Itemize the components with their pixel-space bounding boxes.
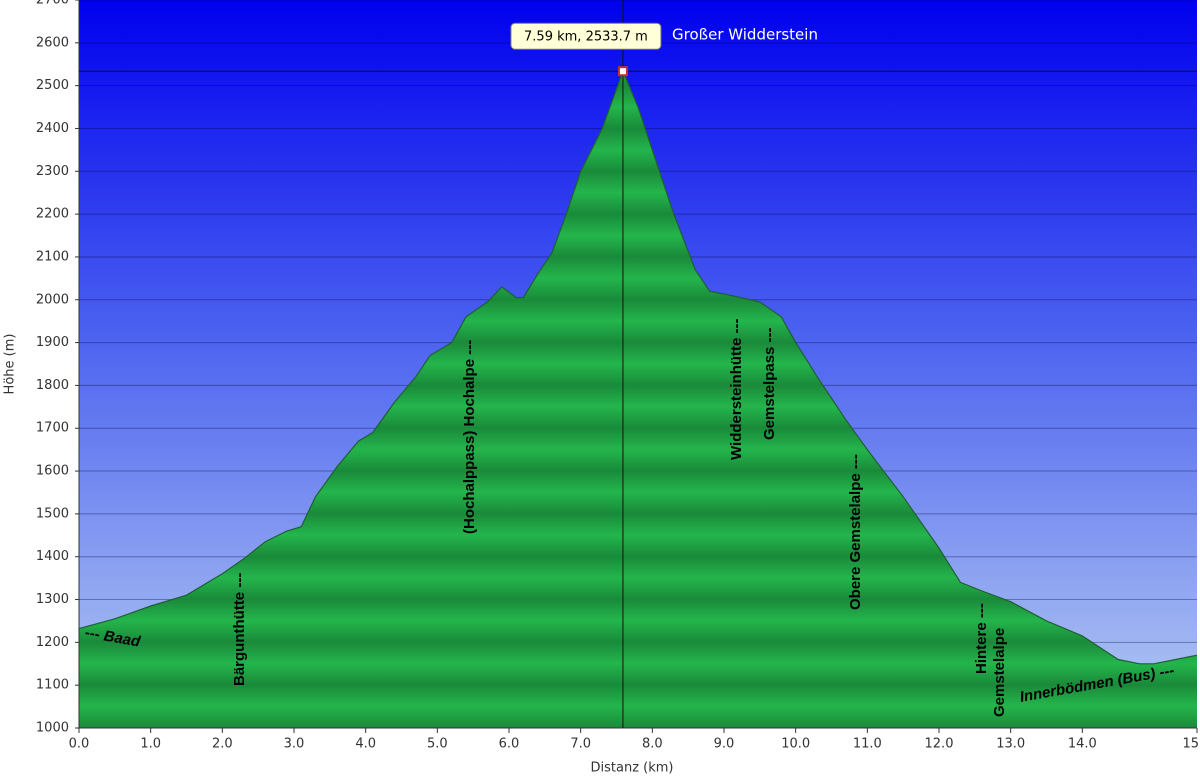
profile-line (78, 69, 1198, 665)
x-tick-label: 12.0 (925, 737, 954, 752)
x-tick-label: 3.0 (284, 737, 305, 752)
x-tick-label: 9.0 (714, 737, 735, 752)
y-tick-label: 2300 (36, 164, 69, 179)
x-tick-label: 15.6 (1183, 737, 1200, 752)
annotation: Gemstelalpe (991, 628, 1008, 717)
y-tick-label: 2100 (36, 249, 69, 264)
tooltip-box (510, 22, 662, 50)
y-tick-label: 1900 (36, 335, 69, 350)
y-tick-label: 1100 (36, 678, 69, 693)
annotation: Widdersteinhütte --- (728, 318, 745, 460)
x-tick-label: 10.0 (781, 737, 810, 752)
tooltip: 7.59 km, 2533.7 m (524, 30, 648, 45)
y-tick-label: 1500 (36, 506, 69, 521)
y-tick-label: 2500 (36, 78, 69, 93)
x-tick-label: 1.0 (140, 737, 161, 752)
x-tick-label: 14.0 (1068, 737, 1097, 752)
y-tick-label: 2700 (36, 0, 69, 8)
annotation: Hintere --- (973, 603, 990, 674)
y-axis-label: Höhe (m) (3, 334, 18, 395)
y-tick-label: 2000 (36, 292, 69, 307)
annotation: Bärgunthütte --- (231, 573, 248, 686)
x-tick-label: 0.0 (69, 737, 90, 752)
x-tick-label: 8.0 (642, 737, 663, 752)
x-tick-label: 13.0 (996, 737, 1025, 752)
annotation: Gemstelpass --- (761, 327, 778, 440)
y-tick-label: 1800 (36, 378, 69, 393)
y-tick-label: 2600 (36, 35, 69, 50)
y-tick-label: 2200 (36, 207, 69, 222)
y-tick-label: 2400 (36, 121, 69, 136)
x-tick-label: 6.0 (499, 737, 520, 752)
x-axis-label: Distanz (km) (591, 761, 674, 776)
annotation: (Hochalppass) Hochalpe --- (461, 340, 478, 534)
y-tick-label: 1300 (36, 592, 69, 607)
x-tick-label: 2.0 (212, 737, 233, 752)
x-tick-label: 7.0 (570, 737, 591, 752)
x-tick-label: 4.0 (355, 737, 376, 752)
annotation: Großer Widderstein (672, 26, 818, 44)
area (79, 71, 1197, 728)
cursor-marker (617, 66, 628, 77)
y-tick-label: 1700 (36, 421, 69, 436)
y-tick-label: 1600 (36, 464, 69, 479)
y-tick-label: 1400 (36, 549, 69, 564)
annotation: Obere Gemstelalpe --- (847, 454, 864, 610)
x-tick-label: 5.0 (427, 737, 448, 752)
y-tick-label: 1200 (36, 635, 69, 650)
y-tick-label: 1000 (36, 721, 69, 736)
x-tick-label: 11.0 (853, 737, 882, 752)
